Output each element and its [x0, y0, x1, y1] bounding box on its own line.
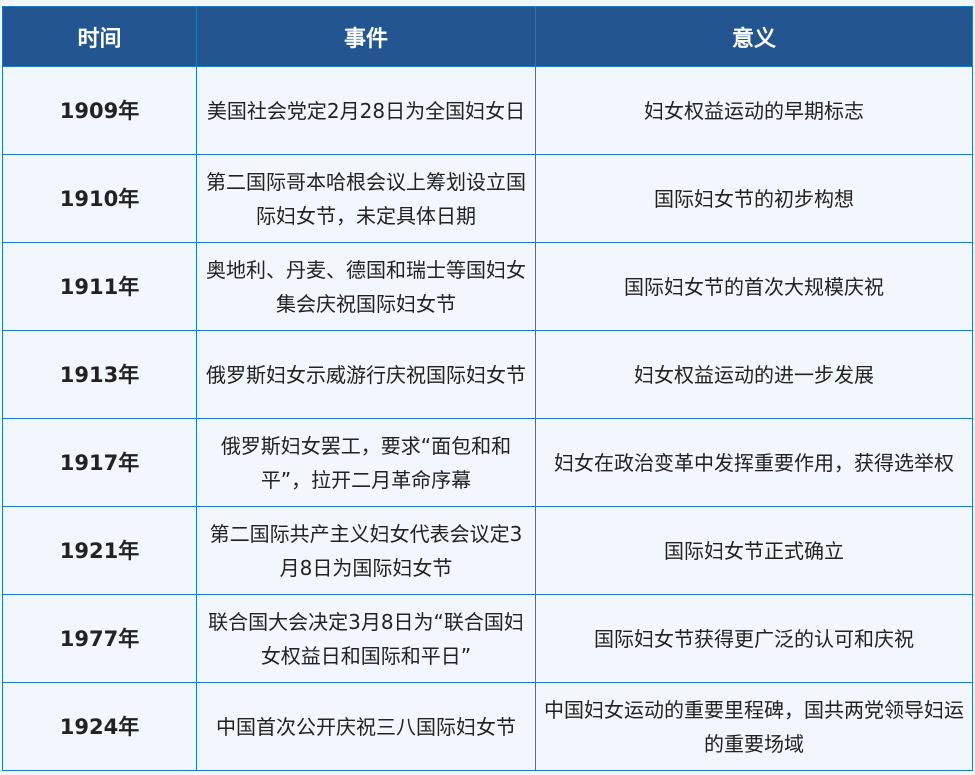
- header-time: 时间: [2, 6, 197, 67]
- year-cell: 1917年: [2, 418, 197, 507]
- year-cell: 1910年: [2, 154, 197, 243]
- event-cell: 第二国际共产主义妇女代表会议定3月8日为国际妇女节: [196, 506, 536, 595]
- table-row: 1909年 美国社会党定2月28日为全国妇女日 妇女权益运动的早期标志: [2, 66, 973, 155]
- event-cell: 美国社会党定2月28日为全国妇女日: [196, 66, 536, 155]
- year-cell: 1921年: [2, 506, 197, 595]
- meaning-cell: 妇女权益运动的进一步发展: [535, 330, 973, 419]
- table-row: 1913年 俄罗斯妇女示威游行庆祝国际妇女节 妇女权益运动的进一步发展: [2, 330, 973, 419]
- event-cell: 第二国际哥本哈根会议上筹划设立国际妇女节，未定具体日期: [196, 154, 536, 243]
- table-row: 1911年 奥地利、丹麦、德国和瑞士等国妇女集会庆祝国际妇女节 国际妇女节的首次大规…: [2, 242, 973, 331]
- table-row: 1917年 俄罗斯妇女罢工，要求“面包和和平”，拉开二月革命序幕 妇女在政治变革中发…: [2, 418, 973, 507]
- meaning-cell: 中国妇女运动的重要里程碑，国共两党领导妇运的重要场域: [535, 682, 973, 771]
- year-cell: 1909年: [2, 66, 197, 155]
- header-event: 事件: [196, 6, 536, 67]
- meaning-cell: 国际妇女节的首次大规模庆祝: [535, 242, 973, 331]
- year-cell: 1977年: [2, 594, 197, 683]
- table-row: 1977年 联合国大会决定3月8日为“联合国妇女权益日和国际和平日” 国际妇女节获得…: [2, 594, 973, 683]
- table-row: 1921年 第二国际共产主义妇女代表会议定3月8日为国际妇女节 国际妇女节正式确立: [2, 506, 973, 595]
- event-cell: 奥地利、丹麦、德国和瑞士等国妇女集会庆祝国际妇女节: [196, 242, 536, 331]
- meaning-cell: 国际妇女节获得更广泛的认可和庆祝: [535, 594, 973, 683]
- meaning-cell: 国际妇女节的初步构想: [535, 154, 973, 243]
- event-cell: 俄罗斯妇女示威游行庆祝国际妇女节: [196, 330, 536, 419]
- year-cell: 1911年: [2, 242, 197, 331]
- header-row: 时间 事件 意义: [2, 6, 973, 67]
- meaning-cell: 妇女在政治变革中发挥重要作用，获得选举权: [535, 418, 973, 507]
- year-cell: 1924年: [2, 682, 197, 771]
- table-row: 1910年 第二国际哥本哈根会议上筹划设立国际妇女节，未定具体日期 国际妇女节的初步…: [2, 154, 973, 243]
- event-cell: 中国首次公开庆祝三八国际妇女节: [196, 682, 536, 771]
- event-cell: 联合国大会决定3月8日为“联合国妇女权益日和国际和平日”: [196, 594, 536, 683]
- history-table: 时间 事件 意义 1909年 美国社会党定2月28日为全国妇女日 妇女权益运动的早期…: [2, 6, 973, 771]
- year-cell: 1913年: [2, 330, 197, 419]
- header-meaning: 意义: [535, 6, 973, 67]
- event-cell: 俄罗斯妇女罢工，要求“面包和和平”，拉开二月革命序幕: [196, 418, 536, 507]
- table-row: 1924年 中国首次公开庆祝三八国际妇女节 中国妇女运动的重要里程碑，国共两党领导妇…: [2, 682, 973, 771]
- meaning-cell: 国际妇女节正式确立: [535, 506, 973, 595]
- meaning-cell: 妇女权益运动的早期标志: [535, 66, 973, 155]
